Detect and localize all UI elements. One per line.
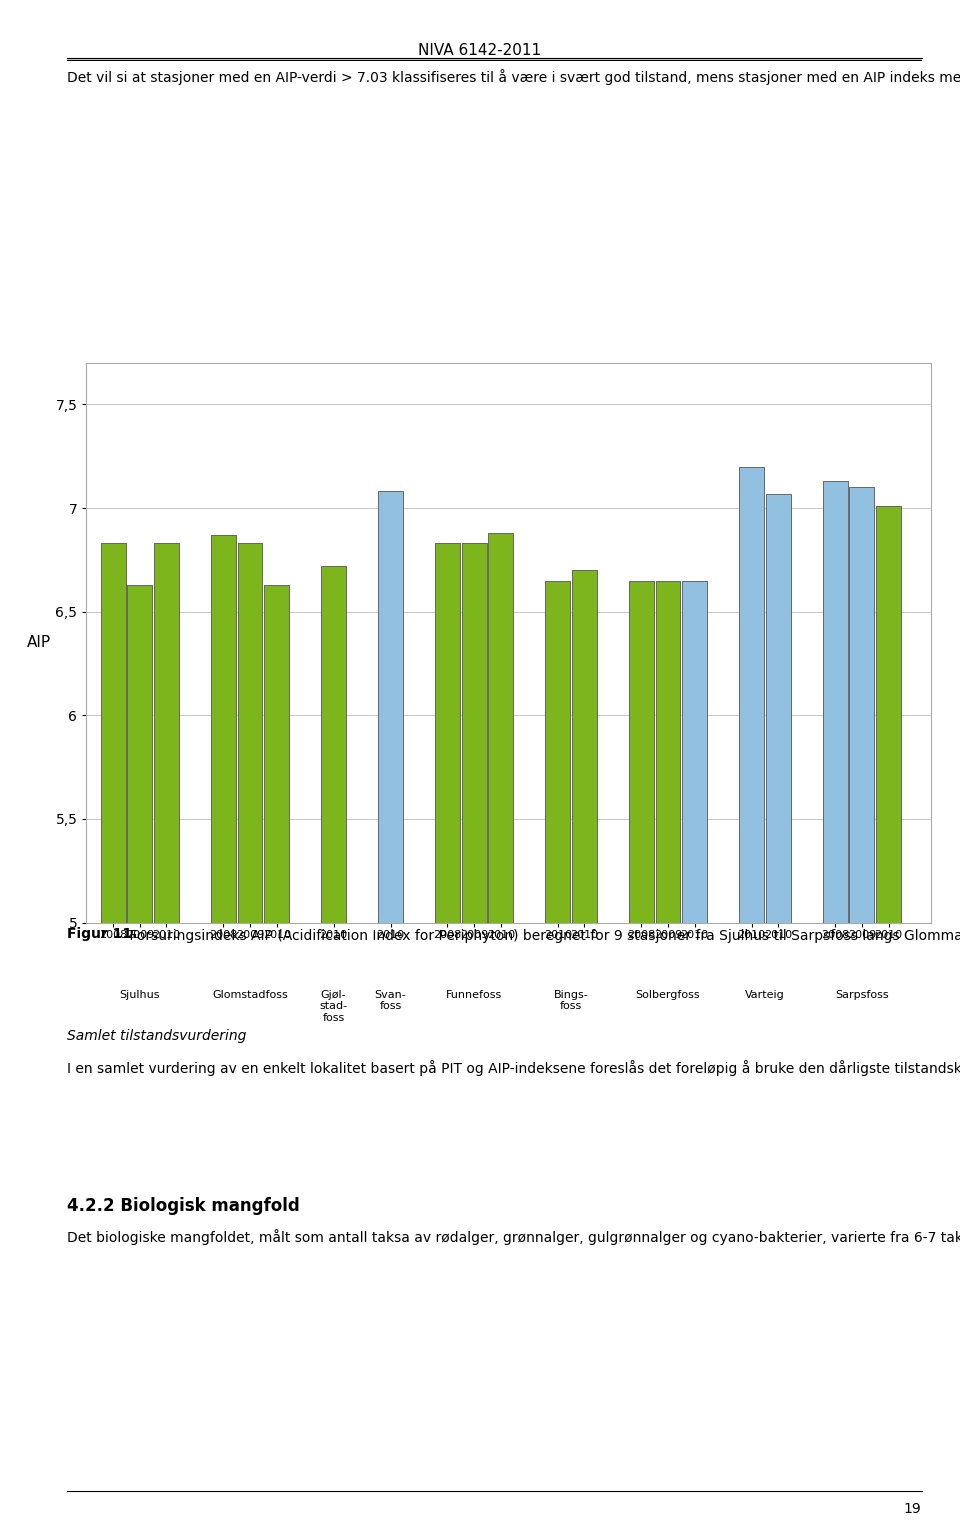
Text: Funnefoss: Funnefoss xyxy=(446,990,502,1000)
Text: I en samlet vurdering av en enkelt lokalitet basert på PIT og AIP-indeksene fore: I en samlet vurdering av en enkelt lokal… xyxy=(67,1060,960,1075)
Text: 4.2.2 Biologisk mangfold: 4.2.2 Biologisk mangfold xyxy=(67,1197,300,1215)
Text: Varteig: Varteig xyxy=(745,990,784,1000)
Text: Det biologiske mangfoldet, målt som antall taksa av rødalger, grønnalger, gulgrø: Det biologiske mangfoldet, målt som anta… xyxy=(67,1229,960,1244)
Bar xyxy=(462,543,487,1525)
Text: Figur 11.: Figur 11. xyxy=(67,927,137,941)
Bar xyxy=(154,543,179,1525)
Bar xyxy=(211,535,236,1525)
Bar xyxy=(629,581,654,1525)
Bar xyxy=(322,566,346,1525)
Bar xyxy=(435,543,460,1525)
Text: Det vil si at stasjoner med en AIP-verdi > 7.03 klassifiseres til å være i svært: Det vil si at stasjoner med en AIP-verdi… xyxy=(67,69,960,84)
Text: Bings-
foss: Bings- foss xyxy=(554,990,588,1011)
Text: Gjøl-
stad-
foss: Gjøl- stad- foss xyxy=(320,990,348,1023)
Text: Svan-
foss: Svan- foss xyxy=(374,990,406,1011)
Bar xyxy=(545,581,570,1525)
Bar xyxy=(876,506,901,1525)
Text: Glomstadfoss: Glomstadfoss xyxy=(212,990,288,1000)
Bar xyxy=(823,480,848,1525)
Bar xyxy=(766,494,791,1525)
Bar xyxy=(489,532,514,1525)
Text: Sjulhus: Sjulhus xyxy=(119,990,160,1000)
Text: Sarpsfoss: Sarpsfoss xyxy=(835,990,889,1000)
Text: NIVA 6142-2011: NIVA 6142-2011 xyxy=(419,43,541,58)
Bar xyxy=(101,543,126,1525)
Text: 19: 19 xyxy=(904,1502,922,1516)
Bar xyxy=(128,584,153,1525)
Y-axis label: AIP: AIP xyxy=(27,636,51,650)
Text: Solbergfoss: Solbergfoss xyxy=(636,990,700,1000)
Bar xyxy=(264,584,289,1525)
Text: Samlet tilstandsvurdering: Samlet tilstandsvurdering xyxy=(67,1029,247,1043)
Bar xyxy=(739,467,764,1525)
Bar xyxy=(850,488,875,1525)
Bar xyxy=(656,581,681,1525)
Bar xyxy=(572,570,597,1525)
Bar xyxy=(378,491,403,1525)
Text: Forsuringsindeks AIP (Acidification Index for Periphyton) beregnet for 9 stasjon: Forsuringsindeks AIP (Acidification Inde… xyxy=(126,927,960,942)
Bar xyxy=(683,581,708,1525)
Bar xyxy=(237,543,262,1525)
